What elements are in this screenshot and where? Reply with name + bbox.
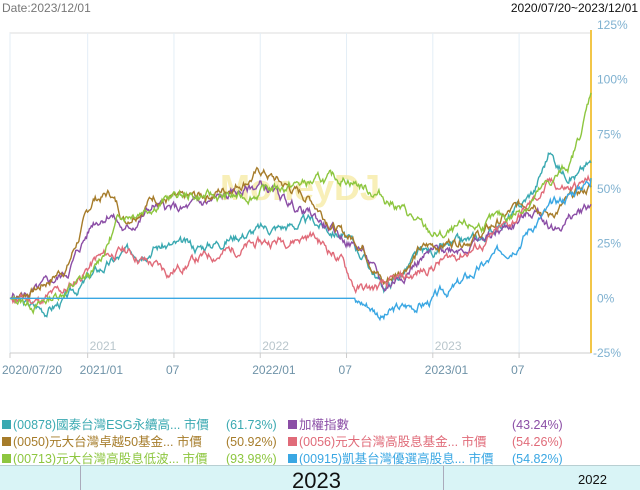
year-label: 2022	[262, 339, 289, 353]
y-tick-label: 50%	[597, 182, 621, 196]
legend-swatch-icon	[288, 420, 297, 429]
legend-item[interactable]: 加權指數	[288, 418, 349, 432]
legend-swatch-icon	[2, 420, 11, 429]
legend-label: 加權指數	[299, 418, 350, 432]
legend-item[interactable]: (00915)凱基台灣優選高股息... 市價	[288, 452, 493, 466]
series-line	[9, 180, 592, 303]
x-tick-label: 2020/07/20	[2, 363, 62, 377]
legend-item[interactable]: (00713)元大台灣高股息低波... 市價	[2, 452, 207, 466]
legend-return-value: (54.26%)	[512, 435, 563, 449]
legend-swatch-icon	[2, 437, 11, 446]
watermark-logo: MoneyDJ	[220, 167, 380, 208]
overlay-divider	[443, 466, 444, 490]
date-label: Date:2023/12/01	[2, 1, 91, 15]
y-tick-label: 25%	[597, 237, 621, 251]
series-line	[9, 92, 592, 315]
legend-label: (00878)國泰台灣ESG永續高... 市價	[13, 418, 209, 432]
legend-return-value: (54.82%)	[512, 452, 563, 466]
legend-swatch-icon	[288, 454, 297, 463]
series-line	[9, 166, 592, 305]
legend-return-value: (93.98%)	[226, 452, 277, 466]
overlay-year-large: 2023	[292, 468, 341, 490]
legend-item[interactable]: (00878)國泰台灣ESG永續高... 市價	[2, 418, 209, 432]
x-tick-label: 07	[166, 363, 180, 377]
y-tick-label: 0%	[597, 291, 615, 305]
y-tick-label: -25%	[593, 346, 621, 360]
legend-label: (00915)凱基台灣優選高股息... 市價	[299, 452, 494, 466]
series-line	[10, 178, 592, 322]
performance-chart: 2020/07/20 2021/01 07 2022/01 07 2023/01 07 202…	[2, 18, 628, 377]
legend-return-value: (50.92%)	[226, 435, 277, 449]
legend-return-value: (43.24%)	[512, 418, 563, 432]
x-tick-label: 07	[511, 363, 525, 377]
legend-label: (00713)元大台灣高股息低波... 市價	[13, 452, 208, 466]
x-tick-label: 2023/01	[425, 363, 469, 377]
year-label: 2023	[435, 339, 462, 353]
year-label: 2021	[90, 339, 117, 353]
legend-label: (0050)元大台灣卓越50基金... 市價	[13, 435, 202, 449]
y-tick-label: 125%	[597, 18, 628, 32]
legend-item[interactable]: (0050)元大台灣卓越50基金... 市價	[2, 435, 202, 449]
x-tick-label: 07	[339, 363, 353, 377]
overlay-divider	[80, 466, 81, 490]
legend-return-value: (61.73%)	[226, 418, 277, 432]
y-tick-label: 100%	[597, 73, 628, 87]
series-line	[9, 174, 592, 305]
legend-item[interactable]: (0056)元大台灣高股息基金... 市價	[288, 435, 487, 449]
overlay-band: 2023 2022	[0, 465, 640, 490]
legend-swatch-icon	[2, 454, 11, 463]
x-tick-label: 2022/01	[252, 363, 296, 377]
x-tick-label: 2021/01	[80, 363, 124, 377]
legend-label: (0056)元大台灣高股息基金... 市價	[299, 435, 487, 449]
y-tick-label: 75%	[597, 127, 621, 141]
overlay-year-small: 2022	[578, 472, 607, 487]
date-range-label: 2020/07/20~2023/12/01	[510, 1, 638, 15]
legend-swatch-icon	[288, 437, 297, 446]
